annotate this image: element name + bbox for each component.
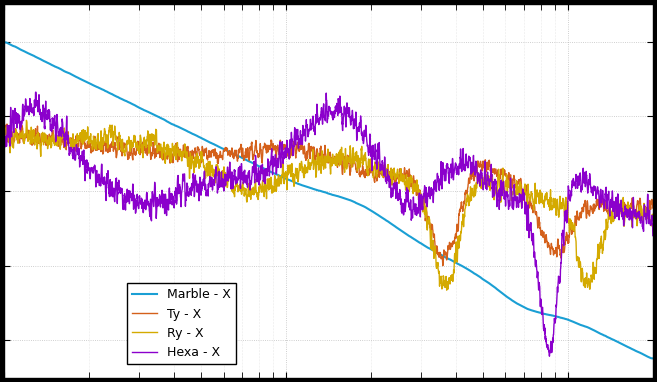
Marble - X (249, 161, 257, 165)
Hexa - X (545, 354, 553, 358)
Ry - X (567, 222, 575, 227)
Hexa - X (567, 196, 575, 200)
Ry - X (74, 140, 82, 145)
Hexa - X (637, 221, 645, 225)
Marble - X (648, 356, 656, 361)
Marble - X (1, 40, 9, 45)
Line: Ty - X: Ty - X (4, 124, 653, 266)
Ty - X (249, 155, 257, 160)
Ry - X (637, 212, 645, 216)
Ty - X (277, 146, 285, 151)
Marble - X (649, 356, 657, 361)
Ty - X (567, 226, 575, 230)
Ty - X (0, 130, 8, 134)
Hexa - X (74, 146, 82, 151)
Ry - X (443, 288, 451, 293)
Ry - X (649, 217, 657, 222)
Ty - X (439, 264, 447, 268)
Ty - X (113, 153, 121, 157)
Hexa - X (32, 90, 39, 94)
Line: Ry - X: Ry - X (4, 120, 653, 290)
Ry - X (22, 118, 30, 123)
Marble - X (277, 174, 285, 179)
Ry - X (249, 189, 257, 194)
Ty - X (74, 143, 82, 148)
Marble - X (637, 351, 645, 355)
Line: Hexa - X: Hexa - X (4, 92, 653, 356)
Hexa - X (0, 129, 8, 134)
Marble - X (0, 40, 8, 45)
Ry - X (113, 139, 121, 144)
Hexa - X (277, 155, 285, 160)
Hexa - X (113, 189, 121, 194)
Ty - X (3, 122, 11, 126)
Ty - X (649, 206, 657, 210)
Marble - X (113, 94, 121, 99)
Hexa - X (249, 169, 257, 173)
Legend: Marble - X, Ty - X, Ry - X, Hexa - X: Marble - X, Ty - X, Ry - X, Hexa - X (127, 283, 236, 364)
Ry - X (277, 181, 285, 186)
Marble - X (74, 76, 82, 80)
Marble - X (566, 318, 574, 323)
Hexa - X (649, 233, 657, 238)
Line: Marble - X: Marble - X (4, 42, 653, 358)
Ry - X (0, 145, 8, 149)
Ty - X (637, 201, 645, 205)
